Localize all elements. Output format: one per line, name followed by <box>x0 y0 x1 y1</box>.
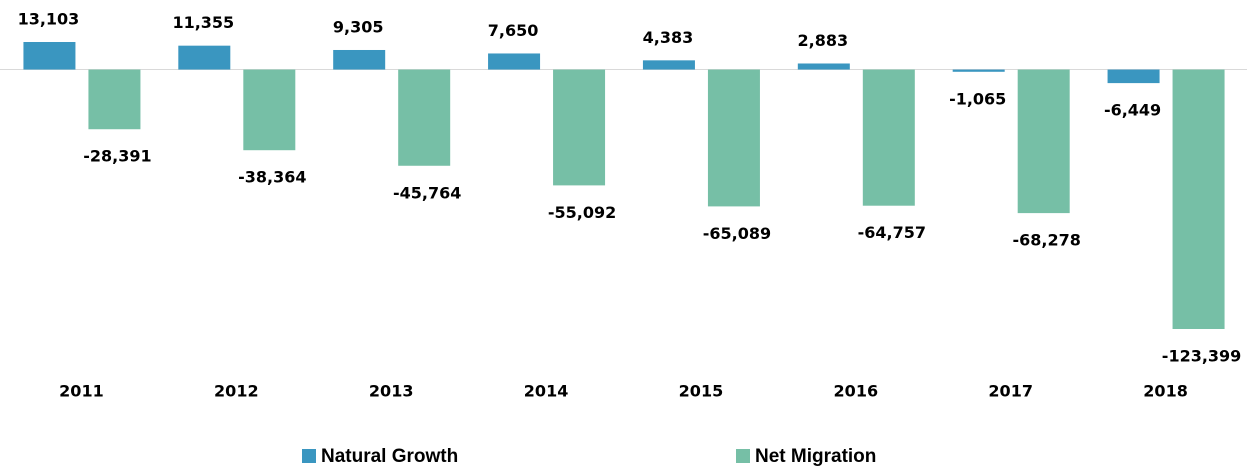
bar <box>707 69 760 207</box>
data-label: -68,278 <box>1012 231 1080 250</box>
bar <box>1017 69 1070 214</box>
data-label: -65,089 <box>703 224 771 243</box>
data-label: -64,757 <box>858 223 926 242</box>
x-tick-label: 2012 <box>214 382 259 401</box>
bar <box>642 60 695 70</box>
bar <box>178 45 231 70</box>
data-label: -6,449 <box>1104 101 1161 120</box>
bar <box>243 69 296 151</box>
data-label: 4,383 <box>643 28 694 47</box>
bar <box>1107 69 1160 84</box>
legend-label: Net Migration <box>755 446 876 467</box>
bar <box>488 53 541 70</box>
bar <box>398 69 451 166</box>
data-label: -123,399 <box>1162 347 1242 366</box>
bar <box>23 42 76 70</box>
x-tick-label: 2015 <box>679 382 724 401</box>
x-tick-label: 2014 <box>524 382 569 401</box>
data-label: -38,364 <box>238 168 306 187</box>
legend-swatch <box>302 449 316 463</box>
x-tick-label: 2011 <box>59 382 104 401</box>
x-tick-label: 2016 <box>834 382 879 401</box>
data-label: -1,065 <box>949 89 1006 108</box>
data-label: 2,883 <box>798 31 849 50</box>
legend-label: Natural Growth <box>321 446 458 467</box>
x-tick-label: 2013 <box>369 382 414 401</box>
x-tick-label: 2018 <box>1143 382 1188 401</box>
bar <box>952 69 1005 72</box>
bar <box>1172 69 1225 329</box>
data-label: -45,764 <box>393 183 461 202</box>
data-label: 9,305 <box>333 17 384 36</box>
legend-swatch <box>736 449 750 463</box>
data-label: -28,391 <box>83 147 151 166</box>
data-label: 7,650 <box>488 21 539 40</box>
data-label: 13,103 <box>18 10 80 29</box>
x-tick-label: 2017 <box>988 382 1033 401</box>
bar <box>862 69 915 206</box>
bar <box>797 63 850 70</box>
data-label: -55,092 <box>548 203 616 222</box>
data-label: 11,355 <box>172 13 234 32</box>
bar <box>88 69 141 130</box>
bar <box>553 69 606 186</box>
bar <box>333 49 386 70</box>
